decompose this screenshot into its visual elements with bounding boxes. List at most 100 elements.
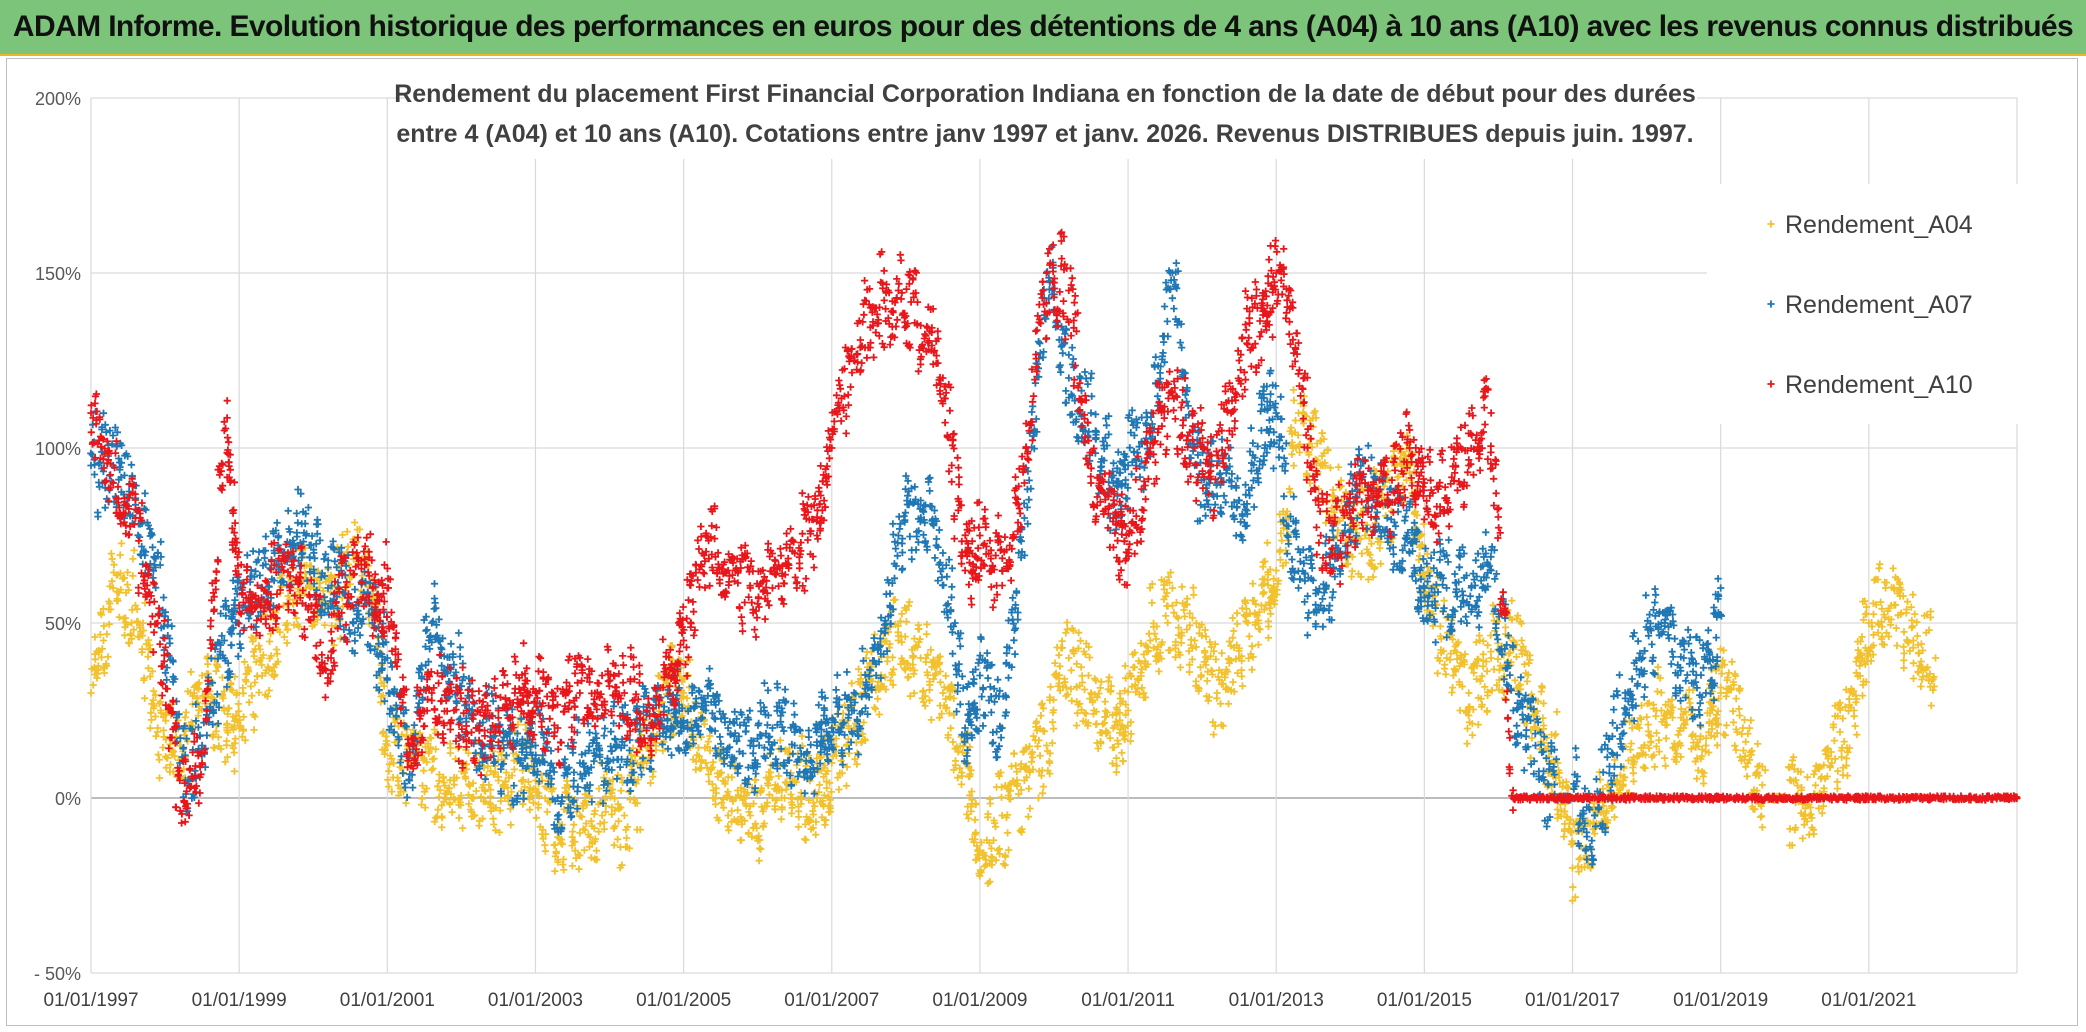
data-point [263,692,272,700]
x-tick-label: 01/01/2011 [1081,990,1175,1011]
data-point [871,705,880,713]
data-point [575,865,583,873]
data-point [250,726,258,734]
data-point [1276,548,1284,556]
data-point [166,761,175,769]
data-point [627,751,635,759]
data-point [487,792,495,801]
data-point [129,572,137,580]
data-point [319,587,327,595]
data-point [620,811,628,820]
data-point [766,768,775,777]
data-point [519,776,527,784]
data-point [385,783,393,791]
data-point [441,782,449,790]
data-point [563,789,571,797]
data-point [160,593,168,602]
data-point [426,743,434,751]
data-point [1693,775,1701,783]
data-point [1001,861,1009,869]
data-point [1856,662,1864,670]
data-point [1869,610,1878,618]
data-point [1119,757,1127,765]
data-point [237,644,245,652]
data-point [1016,827,1024,835]
data-point [166,740,174,748]
data-point [232,711,241,720]
data-point [1840,738,1848,746]
data-point [1699,772,1707,781]
data-point [1155,667,1163,675]
data-point [773,680,781,688]
data-point [255,548,263,556]
data-point [608,785,617,794]
data-point [659,747,667,755]
data-point [346,630,354,638]
data-point [942,672,950,680]
data-point [344,543,352,551]
data-point [214,733,222,741]
series-Rendement_A07 [87,243,1725,868]
data-point [138,632,147,640]
data-point [808,758,816,766]
data-point [570,768,578,776]
data-point [541,794,549,802]
data-point [1101,698,1109,706]
data-point [423,758,431,766]
data-point [103,662,111,670]
data-point [429,764,437,773]
data-point [1842,754,1851,763]
data-point [1889,564,1897,572]
data-point [400,788,408,796]
data-point [1264,634,1272,642]
data-point [1850,712,1858,720]
data-point [105,597,113,606]
data-point [795,813,803,821]
data-point [526,786,534,795]
data-point [495,828,504,836]
data-point [1474,721,1482,729]
data-point [497,797,505,805]
data-point [163,754,171,762]
data-point [927,716,935,724]
data-point [957,780,966,788]
data-point [94,513,102,521]
data-point [571,838,579,846]
data-point [240,713,248,721]
data-point [737,836,745,844]
data-point [1210,730,1218,739]
data-point [394,777,403,785]
data-point [301,520,309,528]
data-point [704,738,712,746]
data-point [1112,768,1120,776]
data-point [91,633,99,641]
data-point [617,803,625,811]
data-point [1334,463,1343,471]
data-point [1197,671,1205,679]
data-point [715,816,723,824]
data-point [455,629,463,637]
data-point [273,650,281,658]
data-point [1250,597,1258,605]
data-point [767,746,775,754]
data-point [541,847,549,855]
data-point [921,702,929,710]
data-point [224,710,232,718]
data-point [742,728,750,736]
data-point [706,747,714,755]
data-point [1893,642,1901,650]
data-point [815,781,824,789]
data-point [448,808,456,816]
data-point [1238,682,1247,690]
data-point [159,726,168,734]
data-point [295,623,303,631]
data-point [1190,591,1198,599]
data-point [243,551,251,559]
data-point [148,700,156,708]
y-tick-label: - 50% [34,964,81,984]
data-point [236,640,244,648]
data-point [314,567,322,575]
data-point [1081,685,1089,694]
data-point [1078,672,1086,680]
data-point [144,636,152,644]
